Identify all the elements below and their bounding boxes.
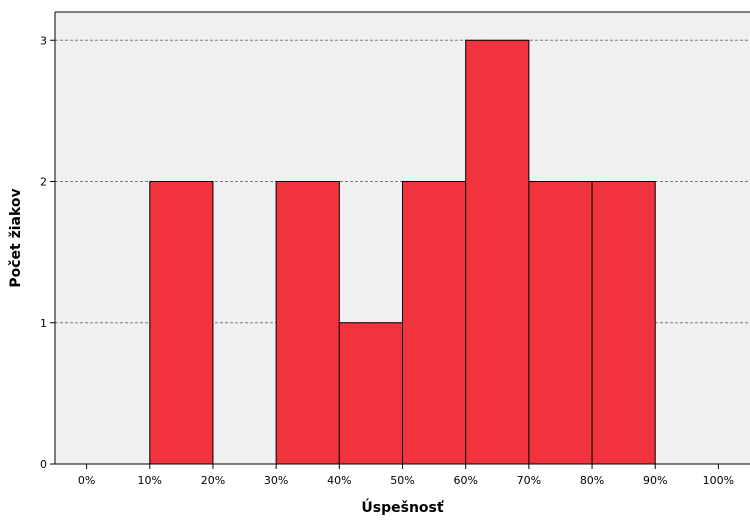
x-tick-label-10: 100%: [703, 474, 734, 487]
bar-40-50: [338, 322, 403, 465]
x-tick-label-0: 0%: [78, 474, 95, 487]
x-tick-label-4: 40%: [327, 474, 351, 487]
x-tick-label-1: 10%: [138, 474, 162, 487]
x-tick-label-9: 90%: [643, 474, 667, 487]
x-tick-label-2: 20%: [201, 474, 225, 487]
x-tick-label-3: 30%: [264, 474, 288, 487]
bars: [149, 39, 656, 465]
y-tick-label-1: 1: [40, 317, 47, 330]
x-tick-label-7: 70%: [517, 474, 541, 487]
x-axis-title: Úspešnosť: [361, 498, 444, 516]
x-tick-labels: 0% 10% 20% 30% 40% 50% 60% 70% 80% 90% 100%: [78, 464, 734, 487]
y-tick-label-0: 0: [40, 458, 47, 471]
bar-30-40: [275, 181, 340, 465]
bar-10-20: [149, 181, 214, 465]
x-tick-label-5: 50%: [390, 474, 414, 487]
x-tick-label-6: 60%: [453, 474, 477, 487]
x-tick-label-8: 80%: [580, 474, 604, 487]
bar-60-70: [465, 39, 530, 465]
y-tick-label-3: 3: [40, 34, 47, 47]
bar-70-80: [528, 181, 593, 465]
y-tick-labels: 0 1 2 3: [40, 34, 55, 471]
y-axis-title: Počet žiakov: [8, 188, 24, 287]
bar-50-60: [402, 181, 467, 465]
bar-80-90: [591, 181, 656, 465]
y-tick-label-2: 2: [40, 176, 47, 189]
